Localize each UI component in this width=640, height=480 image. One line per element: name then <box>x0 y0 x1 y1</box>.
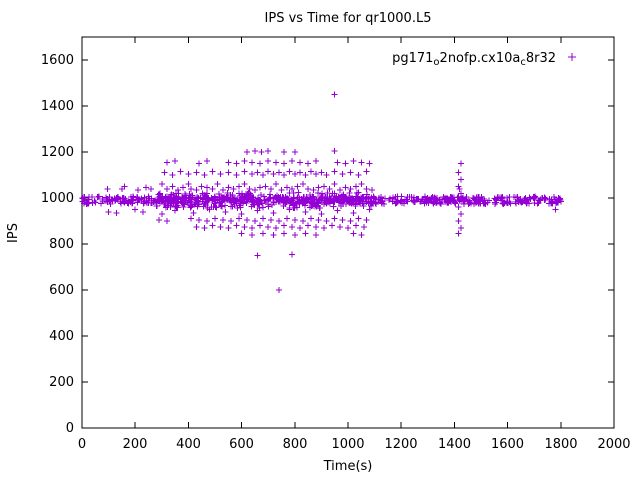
x-tick-labels: 0 200 400 600 800 1000 1200 1400 1600 1800 2000 <box>78 437 631 452</box>
y-tick-label: 0 <box>66 421 74 436</box>
y-tick-label: 600 <box>49 283 74 298</box>
tick-marks <box>81 37 615 429</box>
chart-title: IPS vs Time for qr1000.L5 <box>265 11 432 26</box>
y-tick-label: 400 <box>49 329 74 344</box>
legend-marker <box>568 53 576 61</box>
x-tick-label: 0 <box>78 437 86 452</box>
plot-border <box>81 36 615 429</box>
x-tick-label: 600 <box>229 437 254 452</box>
x-tick-label: 1000 <box>331 437 364 452</box>
x-axis-label: Time(s) <box>323 459 373 474</box>
x-tick-label: 400 <box>176 437 201 452</box>
y-tick-label: 1200 <box>41 145 74 160</box>
x-tick-label: 1800 <box>544 437 577 452</box>
x-tick-label: 1400 <box>438 437 471 452</box>
y-axis-label: IPS <box>6 223 21 243</box>
x-tick-label: 200 <box>123 437 148 452</box>
legend: pg171o2nofp.cx10ac8r32 <box>392 51 576 68</box>
y-tick-label: 1600 <box>41 53 74 68</box>
x-tick-label: 1600 <box>491 437 524 452</box>
y-tick-label: 800 <box>49 237 74 252</box>
y-tick-label: 1400 <box>41 99 74 114</box>
y-tick-label: 200 <box>49 375 74 390</box>
x-tick-label: 2000 <box>597 437 630 452</box>
x-tick-label: 1200 <box>384 437 417 452</box>
y-tick-label: 1000 <box>41 191 74 206</box>
data-points <box>79 91 564 293</box>
legend-label: pg171o2nofp.cx10ac8r32 <box>392 51 556 68</box>
y-tick-labels: 0 200 400 600 800 1000 1200 1400 1600 <box>41 53 74 436</box>
axis-ticks <box>81 37 615 429</box>
x-tick-label: 800 <box>283 437 308 452</box>
scatter-points <box>79 91 564 293</box>
